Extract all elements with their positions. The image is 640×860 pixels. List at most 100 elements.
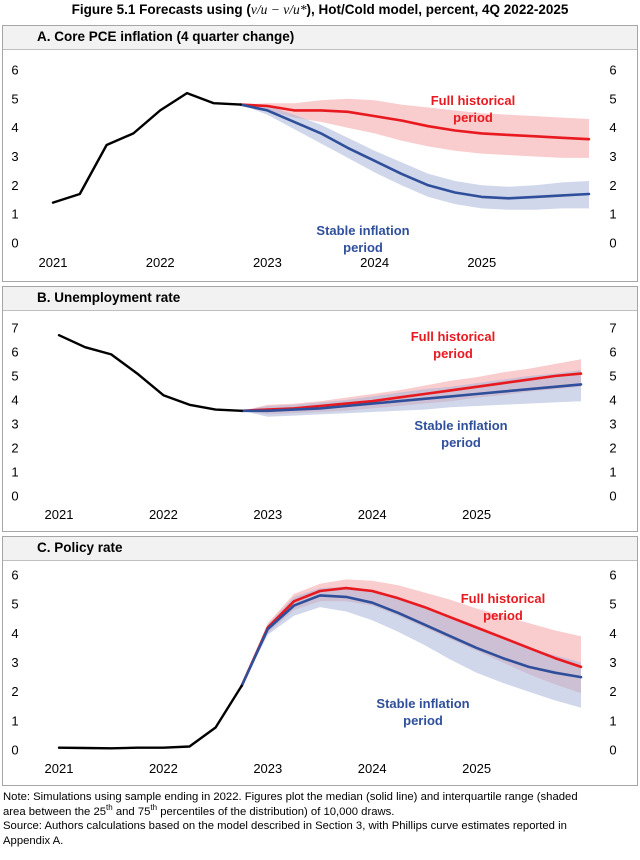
y-tick-label-left: 5 [11, 597, 18, 612]
y-tick-label-right: 0 [609, 489, 616, 504]
series-label-line: period [441, 435, 481, 450]
figure-title: Figure 5.1 Forecasts using (v/u − v/u*),… [71, 2, 569, 17]
y-tick-label-left: 0 [11, 236, 18, 251]
series-label-line: Stable inflation [316, 223, 409, 238]
panel-header: C. Policy rate [3, 537, 637, 561]
panel-header: A. Core PCE inflation (4 quarter change) [3, 26, 637, 50]
stable-inflation-line [240, 383, 583, 413]
full-historical-label: Full historical period [431, 93, 516, 125]
source-line: Source: Authors calculations based on th… [3, 820, 567, 832]
stable-inflation-label: Stable inflation period [414, 418, 507, 450]
y-tick-label-left: 6 [11, 568, 18, 583]
history-line [51, 91, 242, 204]
x-tick-label: 2021 [39, 255, 68, 270]
x-tick-label: 2024 [358, 761, 387, 776]
series-label-line: Stable inflation [376, 696, 469, 711]
x-tick-label: 2024 [358, 507, 387, 522]
panel-core-pce-inflation: A. Core PCE inflation (4 quarter change)… [2, 25, 638, 282]
y-tick-label-left: 2 [11, 178, 18, 193]
y-tick-label-left: 4 [11, 120, 18, 135]
note-line: Note: Simulations using sample ending in… [3, 791, 578, 803]
y-tick-label-right: 4 [609, 626, 616, 641]
y-tick-label-right: 4 [609, 120, 616, 135]
full-historical-line [239, 103, 591, 141]
y-tick-label-left: 1 [11, 465, 18, 480]
y-tick-label-right: 4 [609, 393, 616, 408]
full-historical-band [240, 98, 589, 158]
y-tick-label-left: 1 [11, 207, 18, 222]
y-tick-label-left: 3 [11, 655, 18, 670]
full-historical-label: Full historical period [411, 329, 496, 361]
x-tick-label: 2021 [45, 761, 74, 776]
y-tick-label-left: 5 [11, 369, 18, 384]
y-tick-label-left: 0 [11, 743, 18, 758]
y-tick-label-left: 5 [11, 91, 18, 106]
panel-title: C. Policy rate [37, 540, 123, 555]
y-tick-label-right: 0 [609, 743, 616, 758]
x-tick-label: 2023 [253, 255, 282, 270]
panel-header: B. Unemployment rate [3, 287, 637, 311]
history-line [57, 684, 243, 750]
y-tick-label-right: 2 [609, 178, 616, 193]
series-label-line: Full historical [431, 93, 516, 108]
stable-inflation-label: Stable inflation period [316, 223, 409, 255]
y-tick-label-left: 7 [11, 321, 18, 336]
stable-inflation-band [240, 104, 589, 210]
x-tick-label: 2025 [467, 255, 496, 270]
y-tick-label-left: 4 [11, 626, 18, 641]
x-tick-label: 2023 [253, 761, 282, 776]
note-line: area between the 25th and 75th percentil… [3, 802, 395, 818]
full-historical-line [240, 372, 583, 413]
history-line [57, 334, 243, 413]
series-label-line: period [433, 346, 473, 361]
panel-title: B. Unemployment rate [37, 290, 181, 305]
source-line: Appendix A. [3, 834, 64, 847]
y-tick-label-right: 3 [609, 655, 616, 670]
y-tick-label-right: 6 [609, 568, 616, 583]
chart-core-pce-inflation: 0 0 1 1 2 2 3 3 4 4 5 5 6 6 2021 2022 2023 2024 2025 Full h… [11, 63, 616, 271]
x-tick-label: 2022 [149, 761, 178, 776]
series-label-line: period [453, 110, 493, 125]
y-tick-label-right: 3 [609, 417, 616, 432]
x-tick-label: 2023 [253, 507, 282, 522]
series-label-line: Stable inflation [414, 418, 507, 433]
x-tick-label: 2025 [462, 507, 491, 522]
y-tick-label-right: 6 [609, 345, 616, 360]
panel-unemployment-rate: B. Unemployment rate 0 0 1 1 2 2 3 3 4 4 5 5 6 6 7 7 202… [2, 286, 638, 532]
chart-unemployment-rate: 0 0 1 1 2 2 3 3 4 4 5 5 6 6 7 7 2021 2022 2023 2024 2025 Full… [11, 321, 616, 523]
y-tick-label-left: 1 [11, 713, 18, 728]
y-tick-label-right: 2 [609, 684, 616, 699]
y-tick-label-right: 5 [609, 91, 616, 106]
y-tick-label-left: 0 [11, 489, 18, 504]
series-label-line: period [403, 713, 443, 728]
x-tick-label: 2025 [462, 761, 491, 776]
y-tick-label-left: 3 [11, 417, 18, 432]
y-tick-label-right: 0 [609, 236, 616, 251]
full-historical-line [240, 586, 583, 688]
y-tick-label-right: 3 [609, 149, 616, 164]
stable-inflation-line [240, 594, 583, 688]
full-historical-label: Full historical period [461, 591, 546, 623]
stable-inflation-line [239, 103, 591, 200]
y-tick-label-left: 6 [11, 345, 18, 360]
series-label-line: period [483, 608, 523, 623]
series-label-line: period [343, 240, 383, 255]
y-tick-label-right: 1 [609, 465, 616, 480]
panel-title: A. Core PCE inflation (4 quarter change) [37, 29, 295, 44]
y-tick-label-left: 2 [11, 441, 18, 456]
y-tick-label-right: 5 [609, 597, 616, 612]
y-tick-label-left: 6 [11, 63, 18, 78]
series-label-line: Full historical [461, 591, 546, 606]
series-label-line: Full historical [411, 329, 496, 344]
stable-inflation-band [241, 586, 581, 708]
figure-note: Note: Simulations using sample ending in… [3, 790, 637, 848]
y-tick-label-left: 3 [11, 149, 18, 164]
x-tick-label: 2022 [146, 255, 175, 270]
y-tick-label-right: 7 [609, 321, 616, 336]
stable-inflation-label: Stable inflation period [376, 696, 469, 728]
x-tick-label: 2021 [45, 507, 74, 522]
y-tick-label-right: 1 [609, 207, 616, 222]
y-tick-label-right: 6 [609, 63, 616, 78]
y-tick-label-left: 4 [11, 393, 18, 408]
y-tick-label-left: 2 [11, 684, 18, 699]
